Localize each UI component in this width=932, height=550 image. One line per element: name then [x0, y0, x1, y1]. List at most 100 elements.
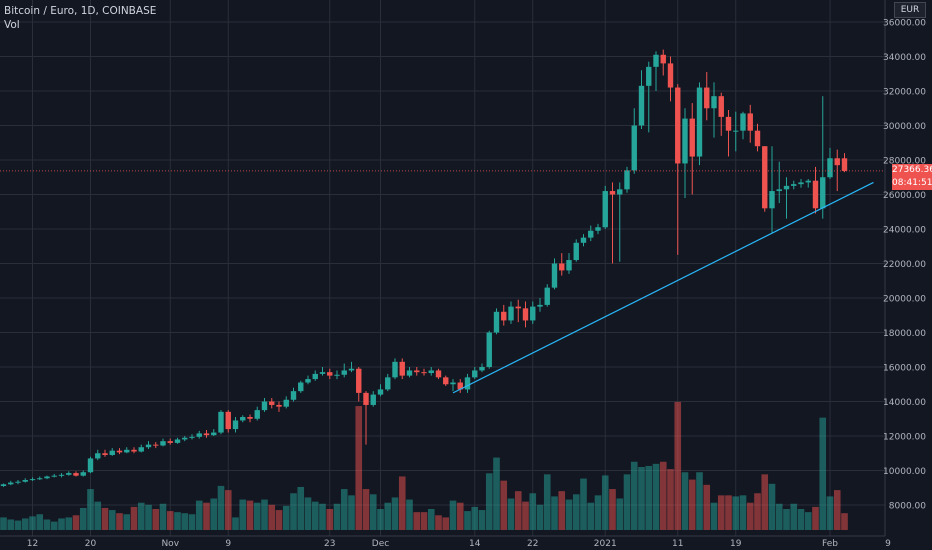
candle-body: [660, 54, 666, 64]
volume-bar: [398, 476, 406, 530]
candle-body: [551, 263, 558, 288]
candle-body: [624, 170, 630, 190]
candle-body: [617, 189, 623, 195]
volume-bar: [638, 467, 645, 530]
volume-bar: [333, 503, 341, 530]
volume-bar: [311, 501, 319, 530]
candle-body: [435, 370, 442, 378]
volume-bar: [652, 463, 660, 530]
candle-body: [116, 450, 123, 453]
candle-body: [544, 287, 550, 305]
volume-bar: [224, 490, 232, 530]
volume-bar: [275, 510, 283, 530]
volume-bar: [645, 465, 653, 530]
volume-bar: [435, 515, 442, 530]
price-tick-label: 32000.00: [883, 88, 926, 98]
volume-bar: [681, 472, 689, 530]
price-tick-label: 30000.00: [883, 122, 926, 132]
time-tick-label: Nov: [161, 539, 179, 549]
volume-bar: [464, 511, 471, 530]
volume-bar: [246, 500, 254, 530]
volume-bar: [522, 501, 529, 530]
candle-body: [196, 433, 202, 437]
candle-body: [305, 379, 311, 383]
candle-body: [653, 54, 659, 67]
candle-body: [145, 444, 152, 448]
price-tick-label: 14000.00: [883, 398, 926, 408]
volume-bar: [427, 509, 435, 530]
candle-body: [392, 361, 398, 378]
candle-body: [290, 391, 297, 400]
time-tick-label: 22: [527, 539, 538, 549]
volume-bar: [101, 507, 109, 530]
candle-body: [834, 158, 840, 166]
candle-body: [160, 441, 166, 446]
candle-body: [232, 420, 239, 430]
candle-body: [472, 370, 478, 378]
volume-bar: [739, 495, 747, 530]
volume-bar: [761, 474, 769, 530]
candle-body: [15, 481, 21, 483]
volume-bar: [514, 491, 522, 530]
volume-bar: [0, 517, 7, 530]
candle-body: [450, 382, 456, 385]
volume-bar: [253, 502, 261, 530]
candle-body: [334, 374, 340, 376]
candle-body: [588, 230, 594, 238]
candle-body: [530, 306, 536, 321]
volume-bar: [65, 517, 73, 530]
candle-body: [225, 411, 231, 430]
volume-bar: [290, 493, 297, 530]
candle-body: [820, 177, 826, 209]
volume-bar: [50, 521, 58, 530]
candle-body: [841, 158, 848, 171]
candle-body: [631, 125, 637, 171]
volume-bar: [725, 495, 732, 530]
volume-bar: [507, 498, 515, 530]
volume-bar: [754, 493, 761, 530]
candle-body: [240, 417, 246, 421]
candle-body: [153, 444, 159, 446]
volume-bar: [297, 486, 305, 530]
candle-body: [58, 474, 65, 476]
candle-body: [667, 63, 674, 88]
currency-label[interactable]: EUR: [894, 2, 926, 18]
volume-bar: [377, 509, 384, 530]
volume-bar: [268, 504, 276, 530]
candle-body: [414, 370, 420, 373]
volume-bar: [442, 517, 450, 530]
price-tick-label: 16000.00: [883, 364, 926, 374]
candle-body: [443, 377, 449, 385]
candle-body: [675, 87, 681, 164]
candle-body: [428, 370, 434, 374]
price-tick-label: 18000.00: [883, 329, 926, 339]
candle-body: [486, 332, 492, 367]
volume-bar: [210, 498, 218, 530]
volume-bar: [87, 489, 94, 530]
candle-body: [559, 263, 565, 271]
volume-bar: [406, 499, 413, 530]
volume-bar: [145, 504, 152, 530]
volume-bar: [732, 496, 740, 530]
volume-bar: [746, 502, 754, 530]
candle-body: [37, 478, 43, 480]
candle-body: [341, 370, 347, 375]
time-tick-label: 20: [85, 539, 97, 549]
candle-body: [646, 66, 652, 86]
volume-bar: [667, 469, 674, 530]
candle-body: [8, 482, 14, 485]
candle-body: [501, 311, 507, 321]
volume-bar: [797, 509, 805, 530]
volume-bar: [601, 475, 609, 530]
price-tick-label: 36000.00: [883, 19, 926, 29]
volume-bar: [674, 401, 682, 530]
volume-bar: [261, 499, 268, 530]
candle-body: [298, 382, 304, 392]
volume-bar: [369, 494, 377, 530]
volume-bar: [623, 474, 631, 530]
volume-bar: [239, 499, 247, 530]
volume-bar: [384, 502, 392, 530]
volume-bar: [500, 480, 508, 530]
